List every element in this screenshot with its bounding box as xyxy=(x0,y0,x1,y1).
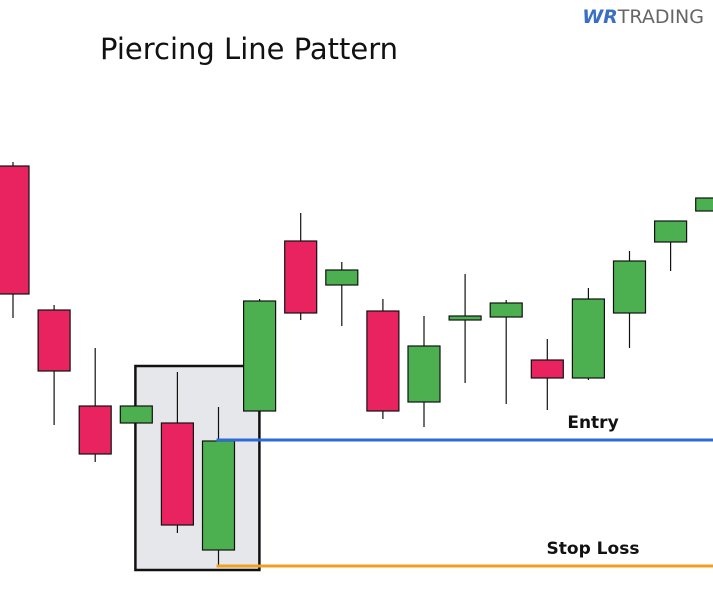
candle-body xyxy=(407,345,441,403)
candle-body xyxy=(78,405,112,455)
candle-body xyxy=(366,310,400,412)
level-label: Entry xyxy=(567,413,618,433)
level-label: Stop Loss xyxy=(547,539,640,559)
candle-body xyxy=(37,309,71,372)
candle-body xyxy=(653,220,688,243)
pattern-box xyxy=(134,364,261,572)
candle-body xyxy=(0,165,30,295)
candle-body xyxy=(243,300,277,412)
candle-body xyxy=(284,240,318,314)
candle-body xyxy=(201,440,236,551)
candle-body xyxy=(448,315,482,321)
candle-body xyxy=(160,422,194,526)
candle-body xyxy=(695,197,713,212)
candle-body xyxy=(489,302,523,318)
logo: WRTRADING xyxy=(582,6,704,28)
candle-body xyxy=(571,298,606,379)
candle-body xyxy=(530,359,564,379)
highlight-layer xyxy=(134,364,261,572)
candle-body xyxy=(119,405,153,424)
logo-name: TRADING xyxy=(617,6,704,28)
candle-body xyxy=(325,269,359,286)
candle-body xyxy=(612,260,647,314)
chart-title: Piercing Line Pattern xyxy=(100,32,398,66)
logo-mark: WR xyxy=(582,6,618,28)
